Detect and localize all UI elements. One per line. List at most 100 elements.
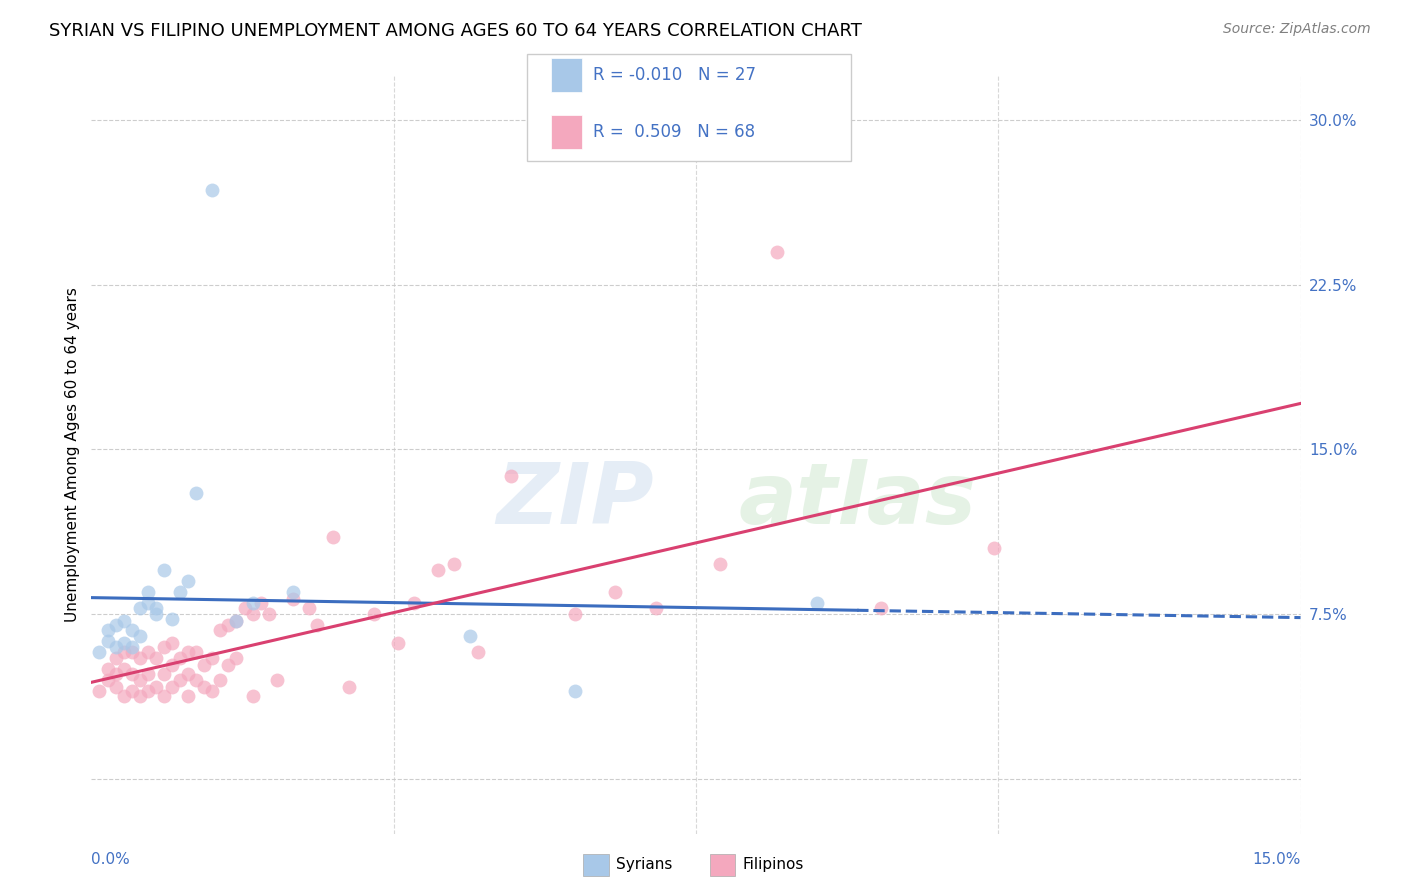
Point <box>160 636 183 650</box>
Point <box>128 689 150 703</box>
Point <box>177 666 200 681</box>
Point <box>266 673 288 688</box>
Point <box>128 651 150 665</box>
Point <box>112 662 135 676</box>
Point <box>242 607 264 622</box>
Point <box>104 651 127 665</box>
Point <box>177 645 200 659</box>
Point <box>337 680 360 694</box>
Point <box>136 645 159 659</box>
Point <box>307 618 329 632</box>
Point <box>177 574 200 589</box>
Point <box>104 618 127 632</box>
Point <box>605 585 627 599</box>
Point <box>153 563 176 577</box>
Point <box>499 468 522 483</box>
Point <box>467 645 489 659</box>
Point <box>644 600 666 615</box>
Point <box>564 684 586 698</box>
Point <box>169 651 191 665</box>
Text: Filipinos: Filipinos <box>742 857 804 872</box>
Point <box>201 183 224 197</box>
Point <box>806 596 828 610</box>
Point <box>233 600 256 615</box>
Y-axis label: Unemployment Among Ages 60 to 64 years: Unemployment Among Ages 60 to 64 years <box>65 287 80 623</box>
Point <box>104 680 127 694</box>
Point <box>209 623 232 637</box>
Point <box>983 541 1005 556</box>
Point <box>121 666 143 681</box>
Point <box>169 673 191 688</box>
Point <box>242 596 264 610</box>
Point <box>145 651 167 665</box>
Point <box>128 600 150 615</box>
Point <box>281 585 304 599</box>
Point <box>427 563 450 577</box>
Point <box>225 651 247 665</box>
Point <box>443 557 465 571</box>
Point <box>112 614 135 628</box>
Text: R =  0.509   N = 68: R = 0.509 N = 68 <box>593 123 755 141</box>
Point <box>96 633 118 648</box>
Point <box>160 657 183 672</box>
Point <box>153 640 176 655</box>
Point <box>112 689 135 703</box>
Point <box>96 623 118 637</box>
Point <box>136 666 159 681</box>
Text: Syrians: Syrians <box>616 857 672 872</box>
Text: ZIP: ZIP <box>496 458 654 542</box>
Point <box>128 629 150 643</box>
Text: 15.0%: 15.0% <box>1253 852 1301 867</box>
Point <box>322 530 344 544</box>
Point <box>145 680 167 694</box>
Point <box>177 689 200 703</box>
Point <box>186 486 208 500</box>
Point <box>121 623 143 637</box>
Point <box>193 680 215 694</box>
Point <box>225 614 247 628</box>
Point <box>201 684 224 698</box>
Point <box>104 640 127 655</box>
Point <box>870 600 893 615</box>
Point <box>128 673 150 688</box>
Text: R = -0.010   N = 27: R = -0.010 N = 27 <box>593 66 756 84</box>
Point <box>121 684 143 698</box>
Point <box>145 600 167 615</box>
Point <box>145 607 167 622</box>
Point <box>136 684 159 698</box>
Point <box>281 591 304 606</box>
Point <box>209 673 232 688</box>
Point <box>217 657 239 672</box>
Point <box>564 607 586 622</box>
Point <box>160 612 183 626</box>
Point <box>709 557 731 571</box>
Text: atlas: atlas <box>738 458 976 542</box>
Point <box>121 640 143 655</box>
Text: SYRIAN VS FILIPINO UNEMPLOYMENT AMONG AGES 60 TO 64 YEARS CORRELATION CHART: SYRIAN VS FILIPINO UNEMPLOYMENT AMONG AG… <box>49 22 862 40</box>
Point <box>136 585 159 599</box>
Point <box>89 645 111 659</box>
Point <box>387 636 409 650</box>
Point <box>765 244 787 259</box>
Point <box>96 673 118 688</box>
Point <box>96 662 118 676</box>
Point <box>160 680 183 694</box>
Point <box>89 684 111 698</box>
Point <box>186 673 208 688</box>
Text: 0.0%: 0.0% <box>91 852 131 867</box>
Point <box>193 657 215 672</box>
Point <box>225 614 247 628</box>
Point <box>402 596 425 610</box>
Point <box>249 596 271 610</box>
Point <box>112 636 135 650</box>
Point <box>136 596 159 610</box>
Point <box>104 666 127 681</box>
Point <box>242 689 264 703</box>
Text: Source: ZipAtlas.com: Source: ZipAtlas.com <box>1223 22 1371 37</box>
Point <box>217 618 239 632</box>
Point <box>121 645 143 659</box>
Point <box>201 651 224 665</box>
Point <box>153 689 176 703</box>
Point <box>169 585 191 599</box>
Point <box>153 666 176 681</box>
